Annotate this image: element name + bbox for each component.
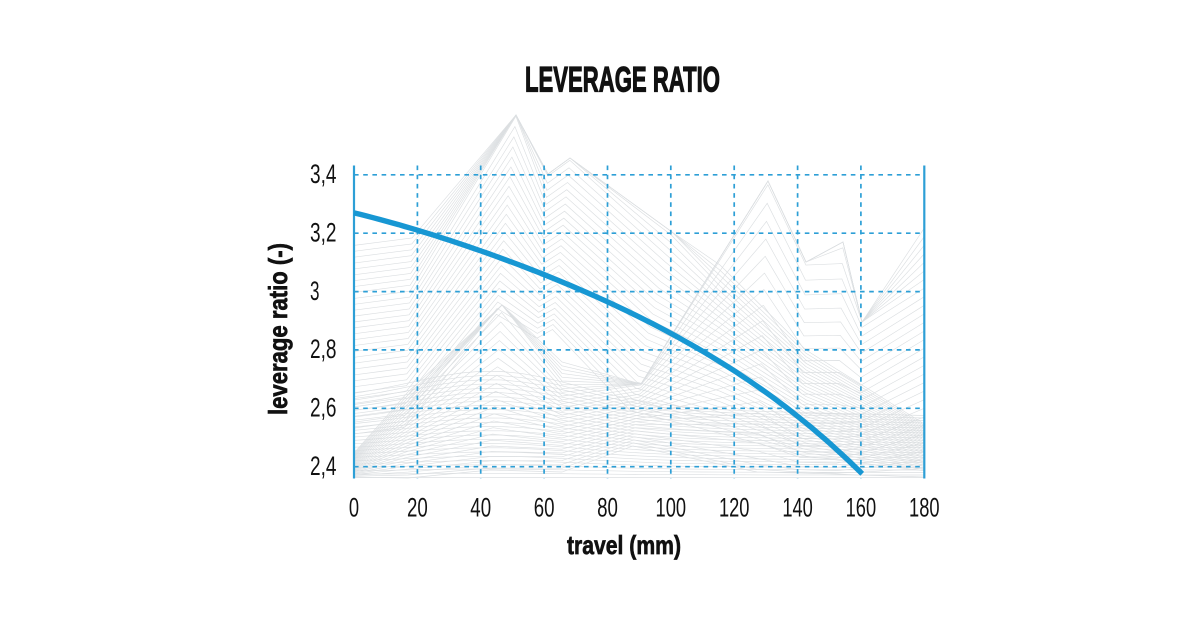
svg-text:0: 0 (349, 493, 359, 523)
svg-text:120: 120 (719, 493, 750, 523)
svg-text:60: 60 (534, 493, 555, 523)
svg-text:20: 20 (407, 493, 428, 523)
svg-text:2,8: 2,8 (310, 334, 337, 364)
svg-text:LEVERAGE RATIO: LEVERAGE RATIO (525, 60, 720, 100)
svg-text:180: 180 (909, 493, 940, 523)
svg-text:160: 160 (846, 493, 877, 523)
svg-text:travel (mm): travel (mm) (567, 530, 681, 560)
svg-text:40: 40 (470, 493, 491, 523)
svg-text:2,4: 2,4 (310, 451, 337, 481)
svg-text:3,2: 3,2 (310, 217, 337, 247)
svg-text:2,6: 2,6 (310, 393, 337, 423)
svg-text:100: 100 (656, 493, 687, 523)
svg-text:3,4: 3,4 (310, 159, 337, 189)
svg-text:3: 3 (310, 276, 320, 306)
svg-text:140: 140 (782, 493, 813, 523)
svg-text:80: 80 (597, 493, 618, 523)
svg-text:leverage ratio (-): leverage ratio (-) (263, 243, 293, 415)
